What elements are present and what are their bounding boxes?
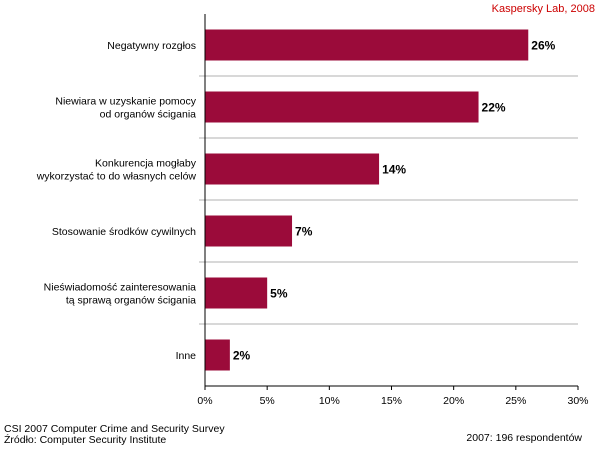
category-label: tą sprawą organów ścigania: [66, 295, 196, 307]
bar: [205, 29, 529, 61]
credit-label: Kaspersky Lab, 2008: [491, 3, 595, 15]
data-label: 7%: [295, 225, 313, 239]
x-tick-label: 15%: [381, 395, 402, 407]
data-label: 26%: [531, 39, 555, 53]
x-tick-label: 30%: [567, 395, 588, 407]
respondents-label: 2007: 196 respondentów: [466, 432, 582, 444]
x-tick-label: 20%: [443, 395, 464, 407]
source-line-1: CSI 2007 Computer Crime and Security Sur…: [4, 423, 225, 435]
bar: [205, 277, 268, 309]
data-label: 2%: [233, 349, 251, 363]
category-label: Nieświadomość zainteresowania: [44, 282, 196, 294]
category-label: Niewiara w uzyskanie pomocy: [55, 96, 196, 108]
bar: [205, 215, 293, 247]
x-tick-label: 5%: [260, 395, 275, 407]
category-label: Negatywny rozgłos: [107, 40, 196, 52]
category-label: Stosowanie środków cywilnych: [52, 226, 196, 238]
bar: [205, 91, 479, 123]
x-tick-label: 25%: [505, 395, 526, 407]
data-label: 14%: [382, 163, 406, 177]
category-label: od organów ścigania: [100, 109, 196, 121]
x-tick-label: 0%: [197, 395, 212, 407]
category-label: Inne: [176, 350, 197, 362]
category-label: wykorzystać to do własnych celów: [36, 171, 197, 183]
bar: [205, 153, 380, 185]
source-line-2: Źródło: Computer Security Institute: [4, 434, 167, 446]
x-tick-label: 10%: [319, 395, 340, 407]
bar: [205, 339, 230, 371]
category-label: Konkurencja mogłaby: [95, 158, 197, 170]
data-label: 5%: [270, 287, 288, 301]
data-label: 22%: [482, 101, 506, 115]
